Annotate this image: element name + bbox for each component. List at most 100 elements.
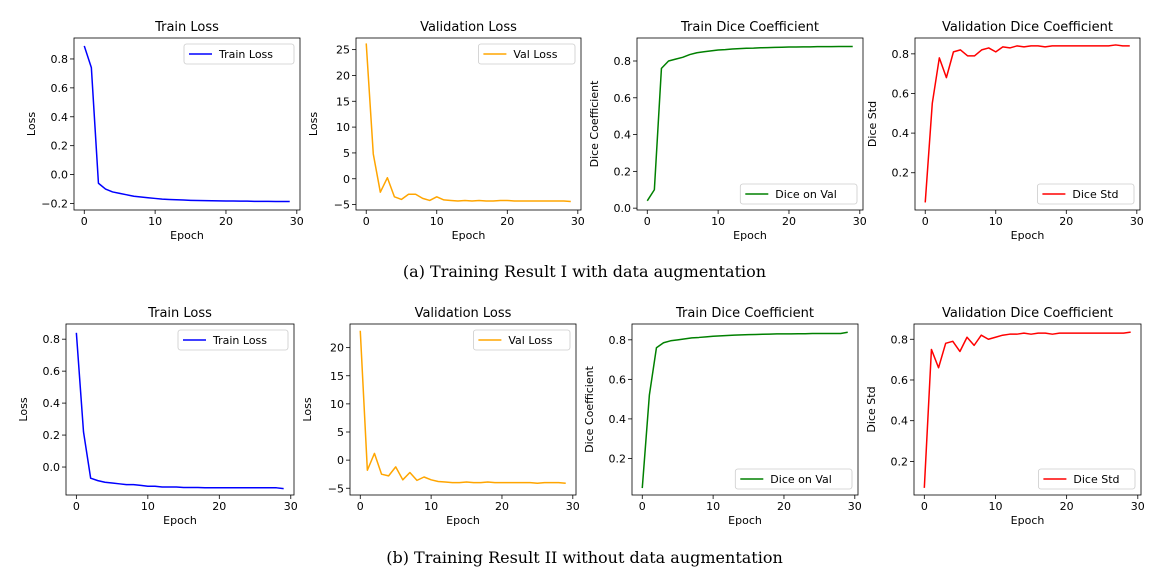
y-tick-label: 0.4 bbox=[609, 413, 627, 426]
x-tick-label: 10 bbox=[706, 500, 720, 513]
x-tick-label: 20 bbox=[1059, 215, 1073, 228]
x-tick-label: 0 bbox=[644, 215, 651, 228]
x-tick-label: 10 bbox=[141, 500, 155, 513]
series-line bbox=[75, 332, 284, 490]
x-tick-label: 10 bbox=[430, 215, 444, 228]
y-tick-label: 0.0 bbox=[614, 202, 632, 215]
legend: Train Loss bbox=[183, 43, 295, 65]
legend: Train Loss bbox=[177, 329, 289, 351]
y-tick-label: 0.2 bbox=[614, 165, 632, 178]
x-tick-label: 30 bbox=[1131, 500, 1145, 513]
series-line bbox=[924, 44, 1130, 203]
legend-box bbox=[739, 183, 858, 205]
legend-box bbox=[472, 329, 571, 351]
x-tick-label: 20 bbox=[219, 215, 233, 228]
y-axis-label: Dice Coefficient bbox=[588, 80, 601, 167]
y-axis-label: Dice Std bbox=[865, 386, 878, 432]
x-tick-label: 20 bbox=[212, 500, 226, 513]
plot-frame bbox=[349, 323, 577, 496]
y-tick-label: 10 bbox=[330, 398, 344, 411]
series-line bbox=[923, 331, 1131, 488]
y-tick-label: 5 bbox=[343, 147, 350, 160]
y-tick-label: 0.2 bbox=[43, 429, 61, 442]
x-tick-label: 10 bbox=[988, 500, 1002, 513]
x-tick-label: 30 bbox=[853, 215, 867, 228]
series-line bbox=[641, 331, 848, 489]
chart-panel-3: Train Dice Coefficient Epoch Dice Coeffici… bbox=[588, 20, 867, 242]
y-axis-label: Loss bbox=[307, 112, 320, 136]
plot-frame bbox=[914, 37, 1141, 211]
y-tick-label: 25 bbox=[336, 44, 350, 57]
y-tick-label: 0.4 bbox=[892, 127, 910, 140]
x-axis-label: Epoch bbox=[170, 229, 204, 242]
series-line bbox=[646, 45, 853, 202]
y-tick-label: 0.6 bbox=[43, 365, 61, 378]
x-tick-label: 0 bbox=[81, 215, 88, 228]
y-tick-label: 0.4 bbox=[614, 129, 632, 142]
chart-panel-1: Train Loss Epoch Loss 0 10 20 30 −0.2 0.0 0.2 0.4 0… bbox=[25, 20, 304, 242]
plot-frame bbox=[636, 37, 864, 211]
y-tick-label: 0.0 bbox=[43, 461, 61, 474]
y-tick-label: 0.8 bbox=[609, 334, 627, 347]
legend-box bbox=[734, 468, 853, 490]
y-tick-label: 0.4 bbox=[51, 111, 69, 124]
legend-label: Train Loss bbox=[212, 334, 267, 347]
y-axis-label: Loss bbox=[25, 112, 38, 136]
legend-label: Dice on Val bbox=[770, 473, 832, 486]
y-tick-label: 0.2 bbox=[891, 455, 909, 468]
chart-title: Train Dice Coefficient bbox=[675, 306, 814, 321]
legend-label: Dice Std bbox=[1072, 188, 1118, 201]
y-axis-label: Dice Coefficient bbox=[583, 365, 596, 452]
legend: Val Loss bbox=[477, 43, 576, 65]
legend: Dice Std bbox=[1037, 183, 1135, 205]
legend-label: Train Loss bbox=[218, 48, 273, 61]
x-axis-label: Epoch bbox=[1011, 229, 1045, 242]
legend: Val Loss bbox=[472, 329, 571, 351]
plot-frame bbox=[73, 37, 301, 211]
chart-grid: Train Loss Epoch Loss 0 10 20 30 −0.2 0.0 0.2 0.4 0… bbox=[17, 20, 1145, 527]
x-tick-label: 0 bbox=[922, 215, 929, 228]
x-axis-label: Epoch bbox=[728, 514, 762, 527]
plot-frame bbox=[631, 323, 859, 496]
plot-frame bbox=[913, 323, 1142, 496]
x-tick-label: 0 bbox=[363, 215, 370, 228]
y-tick-label: 0.8 bbox=[891, 333, 909, 346]
x-axis-label: Epoch bbox=[446, 514, 480, 527]
chart-title: Validation Loss bbox=[420, 20, 517, 35]
y-tick-label: 15 bbox=[336, 95, 350, 108]
chart-title: Train Loss bbox=[147, 306, 212, 321]
y-tick-label: 20 bbox=[336, 69, 350, 82]
chart-title: Train Loss bbox=[154, 20, 219, 35]
y-tick-label: 10 bbox=[336, 121, 350, 134]
y-tick-label: −0.2 bbox=[41, 197, 68, 210]
y-tick-label: 0 bbox=[337, 454, 344, 467]
y-tick-label: 0.4 bbox=[43, 397, 61, 410]
y-tick-label: 0.6 bbox=[614, 92, 632, 105]
x-axis-label: Epoch bbox=[452, 229, 486, 242]
chart-title: Validation Dice Coefficient bbox=[942, 306, 1113, 321]
chart-panel-2: Validation Loss Epoch Loss 0 10 20 30 −5 0 5 10 15 2… bbox=[307, 20, 585, 242]
legend-box bbox=[1038, 468, 1136, 490]
legend-label: Dice on Val bbox=[775, 188, 837, 201]
x-tick-label: 10 bbox=[424, 500, 438, 513]
y-tick-label: 15 bbox=[330, 370, 344, 383]
x-tick-label: 0 bbox=[357, 500, 364, 513]
y-tick-label: 0.8 bbox=[51, 53, 69, 66]
series-line bbox=[83, 45, 290, 203]
legend: Dice on Val bbox=[734, 468, 853, 490]
y-tick-label: 0.6 bbox=[892, 87, 910, 100]
x-tick-label: 20 bbox=[495, 500, 509, 513]
y-tick-label: 0.4 bbox=[891, 415, 909, 428]
caption-a: (a) Training Result I with data augmenta… bbox=[403, 262, 766, 281]
y-tick-label: 0.6 bbox=[891, 374, 909, 387]
x-axis-label: Epoch bbox=[163, 514, 197, 527]
legend-label: Dice Std bbox=[1073, 473, 1119, 486]
y-tick-label: 0.8 bbox=[892, 48, 910, 61]
legend-box bbox=[477, 43, 576, 65]
chart-panel-8: Validation Dice Coefficient Epoch Dice Std… bbox=[865, 306, 1145, 527]
legend-label: Val Loss bbox=[513, 48, 557, 61]
x-tick-label: 30 bbox=[848, 500, 862, 513]
y-tick-label: 0 bbox=[343, 173, 350, 186]
y-tick-label: 0.8 bbox=[43, 333, 61, 346]
